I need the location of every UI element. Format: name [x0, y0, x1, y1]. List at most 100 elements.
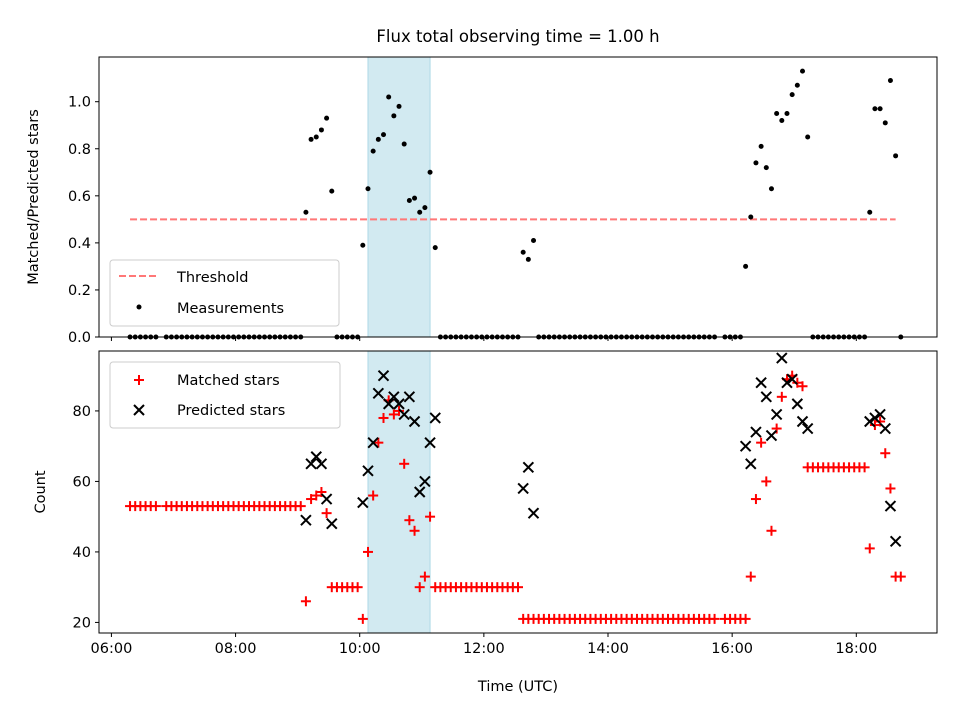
top-legend: Threshold Measurements — [109, 259, 340, 327]
bottom-legend-matched-label: Matched stars — [177, 373, 280, 389]
measurement-point — [805, 134, 811, 140]
measurement-point — [893, 153, 899, 159]
matched-star-point — [306, 494, 317, 505]
measurement-point — [779, 118, 785, 124]
predicted-star-point — [310, 451, 322, 463]
measurement-point — [525, 256, 531, 262]
matched-star-point — [388, 409, 399, 420]
bottom-legend-predicted-label: Predicted stars — [177, 403, 285, 419]
top-x-axis — [110, 337, 857, 341]
matched-star-point — [362, 546, 373, 557]
measurement-point — [877, 106, 883, 112]
predicted-star-point — [315, 458, 328, 470]
bottom-axes-frame — [98, 350, 938, 634]
predicted-star-point — [320, 493, 333, 505]
measurement-point — [313, 134, 319, 140]
matched-star-point — [373, 437, 384, 448]
predicted-star-point — [801, 422, 814, 435]
matched-star-point — [150, 501, 161, 512]
measurement-point — [401, 141, 407, 147]
matched-star-point — [357, 613, 368, 624]
measurement-point — [396, 103, 402, 109]
predicted-star-point — [388, 391, 400, 403]
matched-star-point — [300, 596, 311, 607]
measurement-point — [412, 195, 418, 201]
bottom-y-axis-label: Count — [33, 470, 49, 513]
matched-star-point — [864, 543, 875, 554]
chart-title: Flux total observing time = 1.00 h — [376, 27, 659, 46]
matched-star-point — [352, 582, 363, 593]
measurement-point — [743, 263, 749, 269]
x-tick-label: 12:00 — [463, 641, 505, 657]
predicted-star-point — [765, 429, 778, 442]
matched-star-point — [869, 420, 880, 431]
predicted-star-point — [745, 458, 757, 470]
predicted-star-point — [750, 426, 762, 438]
top-legend-threshold-label: Threshold — [176, 270, 248, 286]
predicted-star-point — [796, 415, 809, 428]
matched-star-point — [797, 381, 808, 392]
y-tick-label: 0.4 — [68, 236, 91, 252]
matched-star-point — [425, 511, 436, 522]
predicted-star-point — [739, 440, 752, 452]
measurement-point — [763, 165, 769, 171]
predicted-star-point — [408, 415, 421, 428]
measurement-point — [432, 245, 438, 251]
predicted-star-point — [414, 486, 426, 498]
measurement-point — [531, 238, 537, 244]
matched-star-point — [368, 490, 379, 501]
matched-star-point — [295, 501, 306, 512]
predicted-star-point — [760, 391, 773, 403]
top-y-axis: 0.0 0.2 0.4 0.6 0.8 1.0 — [68, 95, 99, 346]
matched-star-point — [513, 582, 523, 593]
bottom-y-axis: 20 40 60 80 — [73, 404, 99, 631]
x-tick-label: 16:00 — [711, 641, 753, 657]
matched-star-point — [880, 448, 891, 459]
y-tick-label: 0.6 — [68, 189, 91, 205]
measurement-point — [391, 113, 397, 119]
measurement-point — [872, 106, 878, 112]
matched-star-point — [316, 487, 327, 497]
x-tick-label: 06:00 — [91, 641, 133, 657]
bottom-legend-matched-swatch — [134, 375, 144, 385]
measurement-point — [768, 186, 774, 192]
measurement-point — [867, 209, 873, 215]
matched-star-point — [875, 416, 886, 427]
matched-star-point — [745, 571, 756, 582]
matched-star-point — [859, 462, 870, 473]
predicted-star-point — [382, 398, 395, 410]
predicted-star-point — [791, 398, 804, 410]
x-tick-label: 08:00 — [215, 641, 257, 657]
x-tick-label: 18:00 — [835, 641, 877, 657]
matched-star-point — [776, 391, 787, 402]
measurement-point — [308, 136, 314, 142]
matched-star-point — [885, 483, 896, 494]
measurement-point — [887, 78, 893, 84]
matched-star-point — [750, 494, 761, 505]
measurement-point — [774, 110, 780, 116]
bottom-legend-predicted-swatch — [133, 404, 145, 416]
matched-star-point — [409, 525, 420, 536]
x-tick-label: 14:00 — [587, 641, 629, 657]
measurement-point — [381, 132, 387, 138]
measurement-point — [794, 82, 800, 88]
matched-star-point — [394, 405, 405, 416]
predicted-star-point — [429, 412, 441, 424]
predicted-star-point — [326, 518, 338, 530]
predicted-star-point — [879, 422, 891, 435]
top-legend-box — [109, 259, 340, 327]
measurement-point — [386, 94, 392, 100]
matched-star-point — [419, 571, 430, 582]
predicted-star-point — [362, 465, 374, 477]
y-tick-label: 1.0 — [68, 95, 91, 111]
matched-star-point — [709, 613, 720, 624]
y-tick-label: 0.8 — [68, 142, 91, 158]
top-panel: 0.0 0.2 0.4 0.6 0.8 1.0 Matched/Predicted sta… — [26, 56, 938, 346]
predicted-star-point — [377, 369, 390, 382]
y-tick-label: 60 — [73, 474, 91, 490]
top-legend-measurements-swatch — [136, 304, 142, 310]
predicted-star-point — [372, 387, 385, 400]
matched-star-point — [311, 490, 322, 501]
measurement-point — [360, 242, 366, 248]
